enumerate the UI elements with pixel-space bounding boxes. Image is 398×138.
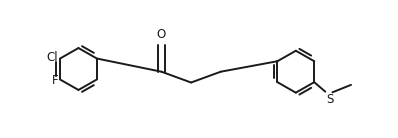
- Text: Cl: Cl: [47, 51, 58, 64]
- Text: O: O: [157, 28, 166, 41]
- Text: S: S: [326, 93, 334, 106]
- Text: F: F: [51, 74, 58, 87]
